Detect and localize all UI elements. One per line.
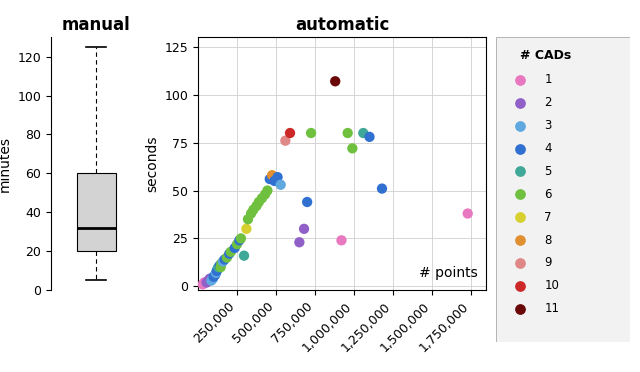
Text: 10: 10: [545, 279, 559, 292]
Point: [252, 203, 262, 209]
Point: [226, 249, 236, 255]
Point: [213, 264, 223, 270]
Point: [269, 178, 280, 184]
Point: [342, 130, 353, 136]
Point: [302, 199, 312, 205]
Point: [515, 77, 525, 83]
Text: 1: 1: [545, 73, 552, 86]
Point: [276, 182, 286, 188]
Text: 7: 7: [545, 211, 552, 224]
Point: [216, 260, 227, 266]
Point: [234, 237, 244, 243]
Point: [337, 237, 347, 243]
Point: [243, 216, 253, 222]
Y-axis label: minutes: minutes: [0, 136, 12, 192]
Point: [253, 199, 264, 205]
Text: 3: 3: [545, 119, 552, 132]
Point: [210, 272, 220, 278]
Point: [211, 270, 221, 276]
Point: [260, 191, 270, 197]
PathPatch shape: [77, 173, 116, 251]
Point: [299, 226, 309, 232]
Text: 5: 5: [545, 165, 552, 178]
Point: [358, 130, 369, 136]
FancyBboxPatch shape: [496, 37, 630, 342]
Text: 6: 6: [545, 188, 552, 201]
Point: [212, 268, 222, 274]
Point: [262, 187, 273, 193]
Text: 9: 9: [545, 256, 552, 269]
Point: [246, 211, 256, 217]
Point: [248, 207, 259, 213]
Point: [232, 241, 242, 247]
Point: [209, 274, 219, 280]
Text: 11: 11: [545, 302, 559, 315]
Y-axis label: seconds: seconds: [145, 135, 159, 192]
Title: automatic: automatic: [295, 16, 389, 34]
Point: [222, 254, 232, 260]
Point: [230, 245, 240, 251]
Point: [364, 134, 374, 140]
Point: [241, 226, 252, 232]
Point: [515, 260, 525, 266]
Point: [265, 176, 275, 182]
Point: [377, 186, 387, 192]
Point: [306, 130, 316, 136]
Point: [463, 211, 473, 217]
Point: [515, 123, 525, 129]
Point: [206, 278, 216, 283]
Point: [212, 266, 223, 272]
Point: [215, 262, 225, 268]
Point: [202, 279, 212, 285]
Point: [515, 237, 525, 243]
Point: [208, 276, 218, 282]
Point: [294, 239, 305, 245]
Point: [273, 174, 283, 180]
Text: # points: # points: [419, 266, 477, 280]
Title: manual: manual: [62, 16, 131, 34]
Point: [515, 100, 525, 106]
Point: [280, 138, 291, 144]
Point: [348, 145, 358, 151]
Point: [220, 257, 230, 263]
Point: [515, 306, 525, 312]
Point: [205, 276, 215, 282]
Point: [515, 191, 525, 197]
Point: [216, 264, 226, 270]
Point: [515, 283, 525, 289]
Point: [218, 259, 228, 264]
Point: [285, 130, 295, 136]
Point: [515, 169, 525, 174]
Point: [239, 253, 249, 259]
Point: [330, 78, 340, 84]
Text: 8: 8: [545, 234, 552, 247]
Point: [515, 145, 525, 151]
Point: [267, 172, 277, 178]
Text: 2: 2: [545, 96, 552, 109]
Text: # CADs: # CADs: [520, 49, 572, 62]
Point: [224, 251, 234, 257]
Point: [199, 279, 209, 285]
Text: 4: 4: [545, 142, 552, 155]
Point: [198, 282, 208, 288]
Point: [203, 278, 213, 283]
Point: [515, 214, 525, 220]
Point: [257, 195, 267, 201]
Point: [236, 235, 246, 241]
